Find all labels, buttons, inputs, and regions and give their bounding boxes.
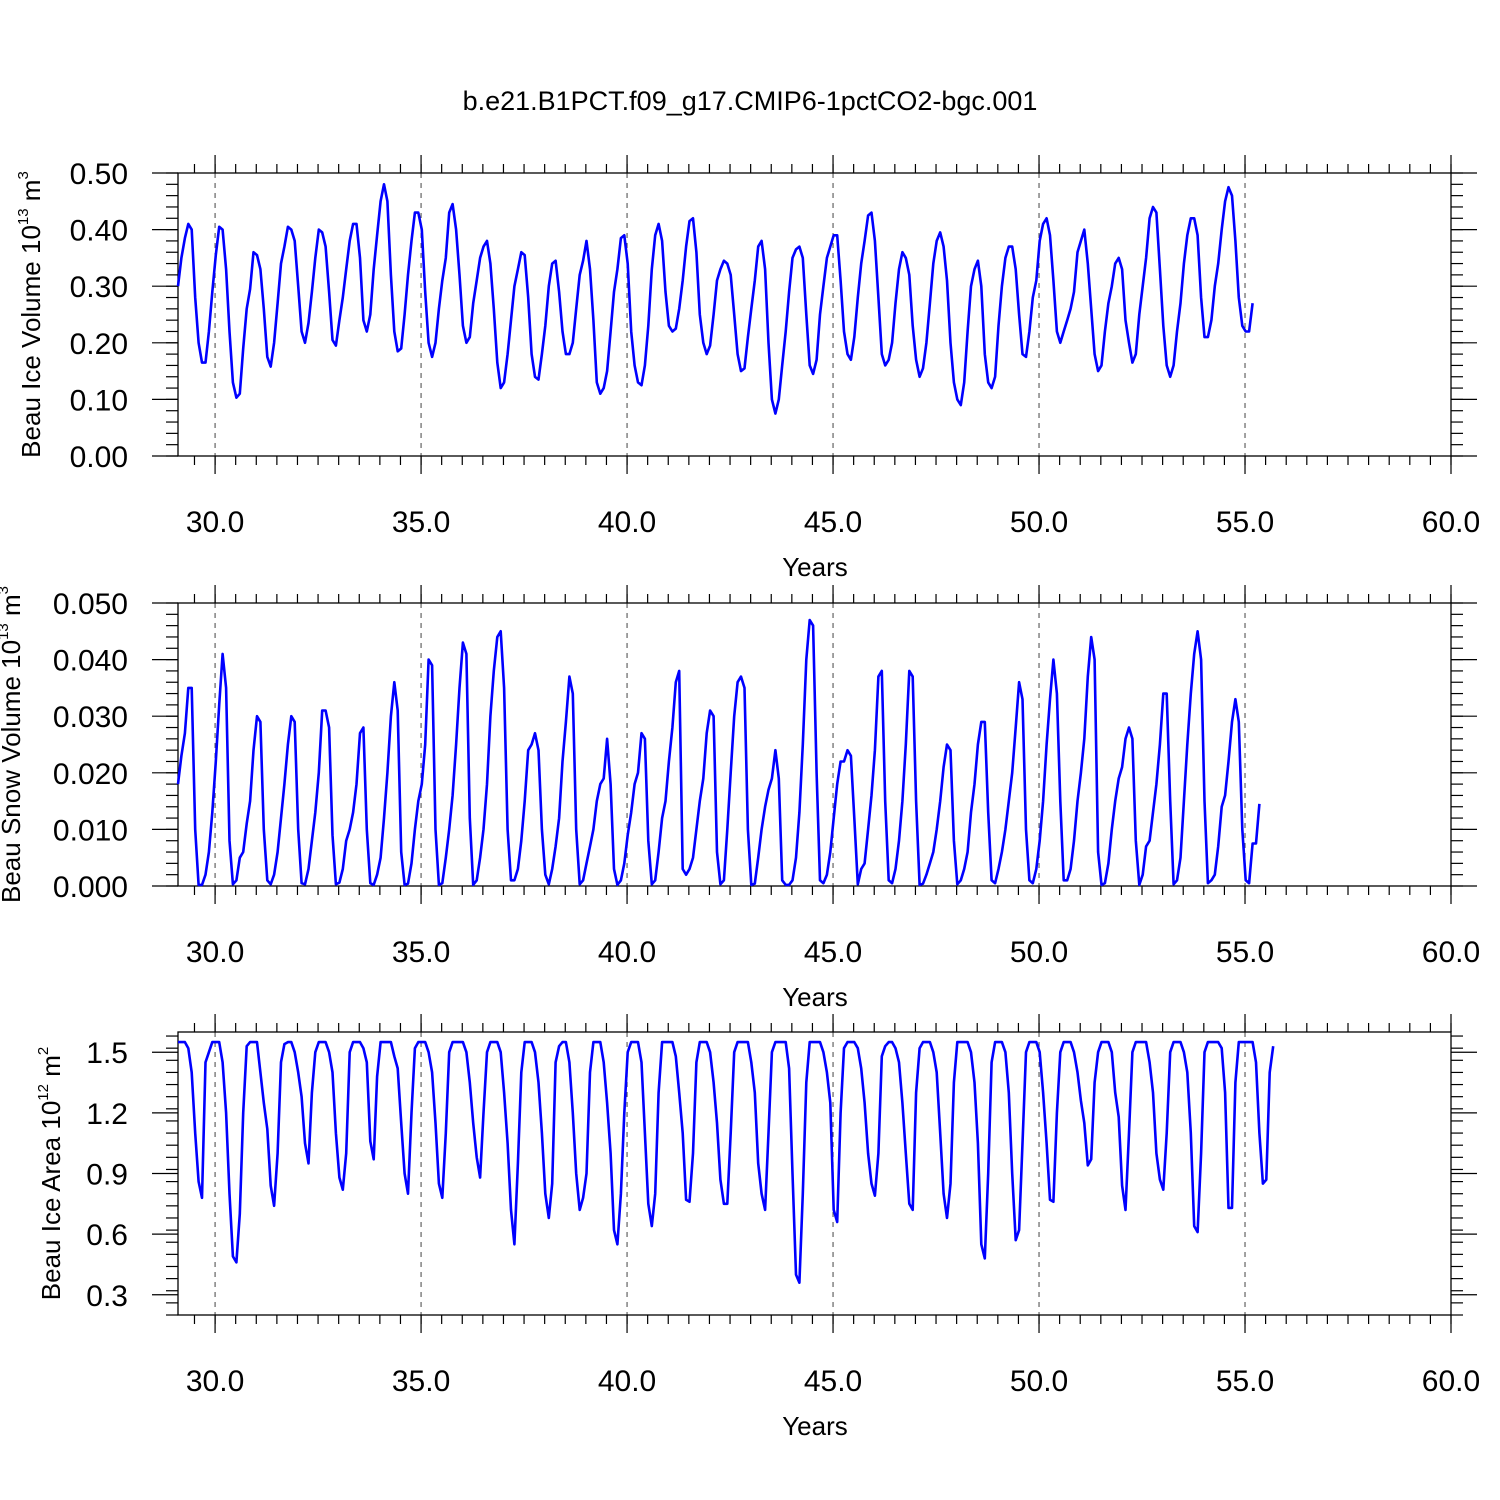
x-tick-label: 35.0 — [392, 506, 450, 539]
figure-title: b.e21.B1PCT.f09_g17.CMIP6-1pctCO2-bgc.00… — [463, 86, 1038, 116]
y-tick-label: 0.050 — [53, 588, 128, 621]
y-tick-label: 1.5 — [86, 1037, 128, 1070]
x-tick-label: 50.0 — [1010, 936, 1068, 969]
x-axis-title: Years — [782, 982, 848, 1012]
y-tick-label: 0.3 — [86, 1280, 128, 1313]
x-tick-label: 55.0 — [1216, 936, 1274, 969]
y-tick-label: 1.2 — [86, 1098, 128, 1131]
x-tick-label: 45.0 — [804, 506, 862, 539]
x-tick-label: 55.0 — [1216, 1365, 1274, 1398]
series-line — [176, 618, 1261, 887]
x-tick-label: 35.0 — [392, 936, 450, 969]
x-tick-label: 55.0 — [1216, 506, 1274, 539]
y-tick-label: 0.40 — [70, 215, 128, 248]
y-tick-label: 0.50 — [70, 158, 128, 191]
x-tick-label: 50.0 — [1010, 1365, 1068, 1398]
y-tick-label: 0.6 — [86, 1219, 128, 1252]
x-tick-label: 35.0 — [392, 1365, 450, 1398]
y-tick-label: 0.9 — [86, 1159, 128, 1192]
x-tick-label: 40.0 — [598, 936, 656, 969]
x-tick-label: 30.0 — [186, 506, 244, 539]
x-axis-title: Years — [782, 552, 848, 582]
x-tick-label: 30.0 — [186, 1365, 244, 1398]
y-tick-label: 0.30 — [70, 271, 128, 304]
plot-frame — [177, 172, 1452, 457]
x-tick-label: 30.0 — [186, 936, 244, 969]
x-axis-title: Years — [782, 1411, 848, 1441]
y-tick-label: 0.10 — [70, 384, 128, 417]
y-axis-title: Beau Ice Volume 1013 m3 — [15, 171, 46, 458]
y-tick-label: 0.030 — [53, 701, 128, 734]
y-axis-title: Beau Ice Area 1012 m2 — [35, 1047, 66, 1300]
series-line — [176, 183, 1254, 415]
x-tick-label: 50.0 — [1010, 506, 1068, 539]
y-tick-label: 0.20 — [70, 328, 128, 361]
panel-snow-volume: 30.0 35.0 40.0 45.0 50.0 55.0 60.0 0.000 0.010 0.… — [0, 585, 1480, 1012]
y-tick-label: 0.040 — [53, 645, 128, 678]
x-tick-label: 60.0 — [1422, 1365, 1480, 1398]
x-tick-label: 60.0 — [1422, 506, 1480, 539]
y-tick-label: 0.000 — [53, 871, 128, 904]
x-tick-label: 60.0 — [1422, 936, 1480, 969]
y-tick-label: 0.020 — [53, 758, 128, 791]
x-tick-label: 45.0 — [804, 936, 862, 969]
series-line — [178, 1040, 1275, 1284]
panel-ice-area: 30.0 35.0 40.0 45.0 50.0 55.0 60.0 0.3 0.6 0.9 1.2… — [35, 1014, 1480, 1441]
plot-frame — [177, 602, 1452, 887]
x-tick-label: 45.0 — [804, 1365, 862, 1398]
x-tick-label: 40.0 — [598, 1365, 656, 1398]
x-tick-label: 40.0 — [598, 506, 656, 539]
panel-ice-volume: 30.0 35.0 40.0 45.0 50.0 55.0 60.0 0.00 0.10 0.20… — [15, 155, 1480, 582]
y-axis-title: Beau Snow Volume 1013 m3 — [0, 586, 26, 903]
y-tick-label: 0.010 — [53, 814, 128, 847]
y-tick-label: 0.00 — [70, 441, 128, 474]
